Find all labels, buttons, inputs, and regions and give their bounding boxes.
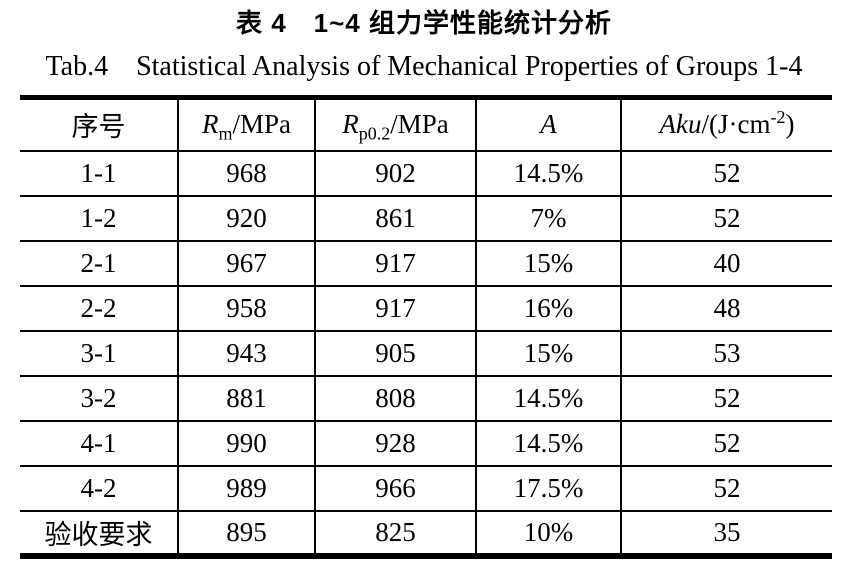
column-header-serial: 序号	[20, 97, 178, 152]
table-cell: 928	[314, 420, 476, 467]
rm-symbol: R	[201, 109, 219, 140]
table-cell: 825	[314, 510, 476, 557]
table-cell: 4-1	[20, 420, 178, 467]
table-cell: 902	[314, 150, 476, 197]
table-cell: 52	[620, 465, 832, 512]
table-cell: 10%	[475, 510, 621, 557]
table-caption-chinese: 表 4 1~4 组力学性能统计分析	[235, 8, 612, 38]
table-cell: 917	[314, 240, 476, 287]
table-body: 1-1 968 902 14.5% 52 1-2 920 861 7% 52 2-1 967 917 15…	[20, 150, 832, 557]
table-row: 验收要求 895 825 10% 35	[20, 510, 832, 557]
aku-unit-pre: /(J·cm	[701, 109, 771, 140]
table-cell: 990	[177, 420, 315, 467]
paper-page: 表 4 1~4 组力学性能统计分析 Tab.4 Statistical Anal…	[20, 8, 832, 559]
table-cell: 52	[620, 375, 832, 422]
table-cell: 17.5%	[475, 465, 621, 512]
table-cell: 966	[314, 465, 476, 512]
table-cell: 14.5%	[475, 420, 621, 467]
aku-unit-post: )	[785, 109, 795, 140]
table-cell: 905	[314, 330, 476, 377]
table-row: 4-1 990 928 14.5% 52	[20, 420, 832, 467]
rp02-symbol: R	[342, 109, 359, 140]
table-cell: 881	[177, 375, 315, 422]
table-cell: 861	[314, 195, 476, 242]
table-cell: 52	[620, 150, 832, 197]
table-cell: 14.5%	[475, 375, 621, 422]
table-cell: 920	[177, 195, 315, 242]
table-row: 2-2 958 917 16% 48	[20, 285, 832, 332]
table-cell: 40	[620, 240, 832, 287]
aku-superscript: -2	[770, 107, 786, 128]
table-cell: 52	[620, 195, 832, 242]
elongation-symbol: A	[540, 109, 557, 140]
table-cell: 895	[177, 510, 315, 557]
table-row: 1-1 968 902 14.5% 52	[20, 150, 832, 197]
table-cell: 808	[314, 375, 476, 422]
table-cell: 958	[177, 285, 315, 332]
table-row: 4-2 989 966 17.5% 52	[20, 465, 832, 512]
table-cell: 968	[177, 150, 315, 197]
rm-unit: /MPa	[232, 109, 292, 140]
table-cell: 989	[177, 465, 315, 512]
column-header-aku: Aku/(J·cm-2)	[620, 97, 832, 152]
table-cell: 35	[620, 510, 832, 557]
table-cell: 53	[620, 330, 832, 377]
table-cell: 16%	[475, 285, 621, 332]
table-row: 3-1 943 905 15% 53	[20, 330, 832, 377]
table-cell: 4-2	[20, 465, 178, 512]
mechanical-properties-table: 序号 Rm/MPa Rp0.2/MPa A Aku/(J·cm-2) 1-1 96…	[20, 95, 832, 559]
table-cell: 15%	[475, 240, 621, 287]
column-header-elongation: A	[475, 97, 621, 152]
table-cell: 52	[620, 420, 832, 467]
table-cell: 3-1	[20, 330, 178, 377]
column-header-rp02: Rp0.2/MPa	[314, 97, 476, 152]
table-cell: 验收要求	[20, 510, 178, 557]
rp02-unit: /MPa	[390, 109, 449, 140]
table-cell: 1-1	[20, 150, 178, 197]
table-cell: 2-2	[20, 285, 178, 332]
table-cell: 2-1	[20, 240, 178, 287]
table-cell: 7%	[475, 195, 621, 242]
table-cell: 14.5%	[475, 150, 621, 197]
table-cell: 917	[314, 285, 476, 332]
table-row: 3-2 881 808 14.5% 52	[20, 375, 832, 422]
table-cell: 967	[177, 240, 315, 287]
table-header-row: 序号 Rm/MPa Rp0.2/MPa A Aku/(J·cm-2)	[20, 97, 832, 152]
table-cell: 943	[177, 330, 315, 377]
serial-header-label: 序号	[71, 112, 126, 143]
table-cell: 48	[620, 285, 832, 332]
aku-symbol: Aku	[659, 109, 702, 140]
table-row: 1-2 920 861 7% 52	[20, 195, 832, 242]
table-caption-english: Tab.4 Statistical Analysis of Mechanical…	[45, 51, 803, 82]
rp02-subscript: p0.2	[358, 123, 391, 144]
table-cell: 3-2	[20, 375, 178, 422]
table-cell: 1-2	[20, 195, 178, 242]
column-header-rm: Rm/MPa	[177, 97, 315, 152]
table-row: 2-1 967 917 15% 40	[20, 240, 832, 287]
table-cell: 15%	[475, 330, 621, 377]
rm-subscript: m	[218, 123, 233, 144]
